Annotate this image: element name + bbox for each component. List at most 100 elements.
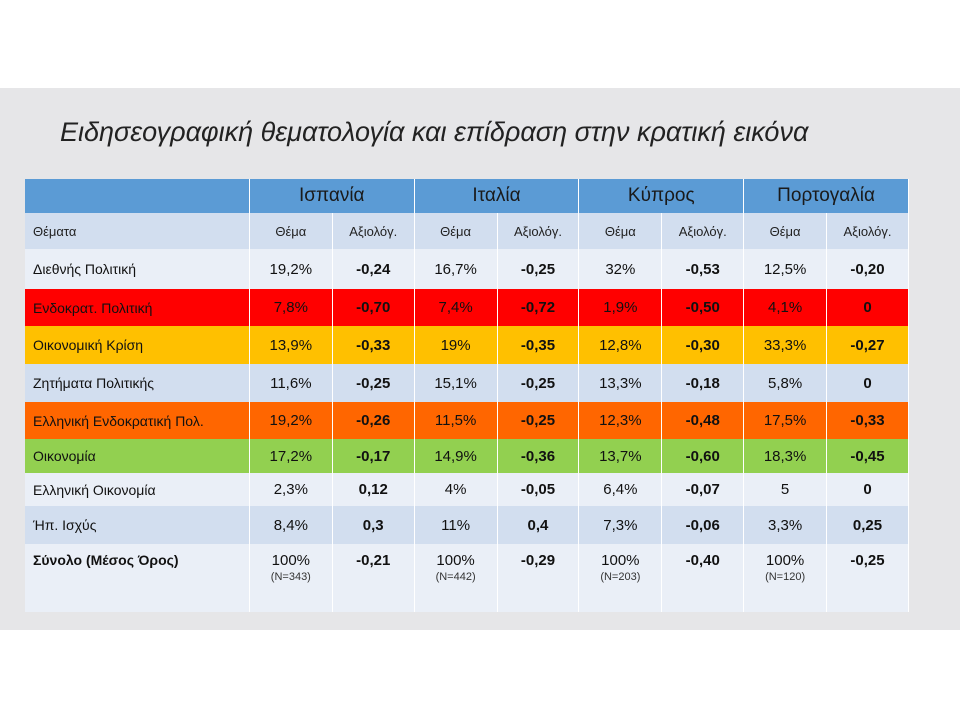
rating-cell: -0,18 — [661, 364, 745, 402]
total-percent: 100% — [271, 552, 311, 569]
subheader-topic: Θέμα — [578, 213, 663, 249]
table-row: Οικονομική Κρίση 13,9% -0,33 19% -0,35 12,8% -… — [25, 326, 909, 364]
topic-share-cell: 1,9% — [578, 289, 663, 326]
rating-cell: -0,53 — [661, 249, 745, 289]
topic-share-cell: 7,8% — [249, 289, 333, 326]
rating-cell: -0,33 — [332, 326, 415, 364]
subheader-rating: Αξιολόγ. — [661, 213, 745, 249]
topic-share-cell: 16,7% — [414, 249, 498, 289]
total-percent: 100% — [436, 552, 475, 569]
topics-header: Θέματα — [25, 213, 250, 249]
rating-cell: -0,33 — [826, 402, 909, 439]
topic-share-cell: 17,5% — [743, 402, 828, 439]
topic-share-cell: 18,3% — [743, 439, 828, 473]
subheader-row: Θέματα Θέμα Αξιολόγ. Θέμα Αξιολόγ. Θέμα … — [25, 213, 909, 249]
total-rating-cell: -0,29 — [497, 544, 580, 612]
rating-cell: -0,50 — [661, 289, 745, 326]
rating-cell: 0,25 — [826, 506, 909, 544]
topic-share-cell: 11,5% — [414, 402, 498, 439]
topic-share-cell: 4% — [414, 473, 498, 506]
table-row: Ενδοκρατ. Πολιτική 7,8% -0,70 7,4% -0,72 1,9%… — [25, 289, 909, 326]
topic-share-cell: 7,3% — [578, 506, 663, 544]
topic-share-cell: 6,4% — [578, 473, 663, 506]
topic-share-cell: 8,4% — [249, 506, 333, 544]
rating-cell: -0,06 — [661, 506, 745, 544]
rating-cell: -0,45 — [826, 439, 909, 473]
rating-cell: 0,3 — [332, 506, 415, 544]
rating-cell: -0,20 — [826, 249, 909, 289]
row-topic-label: Ενδοκρατ. Πολιτική — [25, 289, 250, 326]
row-topic-label: Ζητήματα Πολιτικής — [25, 364, 250, 402]
header-corner — [25, 179, 250, 213]
topic-share-cell: 13,7% — [578, 439, 663, 473]
total-rating-cell: -0,21 — [332, 544, 415, 612]
topic-share-cell: 19,2% — [249, 249, 333, 289]
table-row: Ήπ. Ισχύς 8,4% 0,3 11% 0,4 7,3% -0,06 3,3% 0,25 — [25, 506, 909, 544]
rating-cell: -0,05 — [497, 473, 580, 506]
topic-share-cell: 7,4% — [414, 289, 498, 326]
topic-share-cell: 12,5% — [743, 249, 828, 289]
rating-cell: -0,72 — [497, 289, 580, 326]
rating-cell: -0,30 — [661, 326, 745, 364]
subheader-rating: Αξιολόγ. — [332, 213, 415, 249]
sample-size: (N=442) — [435, 571, 476, 583]
country-header-italy: Ιταλία — [414, 179, 580, 213]
total-share-cell: 100% (N=442) — [414, 544, 498, 612]
total-percent: 100% — [601, 552, 640, 569]
country-header-spain: Ισπανία — [249, 179, 415, 213]
total-rating-cell: -0,40 — [661, 544, 745, 612]
total-share-cell: 100% (N=343) — [249, 544, 333, 612]
slide-title: Ειδησεογραφική θεματολογία και επίδραση … — [60, 117, 809, 147]
country-header-row: Ισπανία Ιταλία Κύπρος Πορτογαλία — [25, 179, 909, 213]
topic-share-cell: 5,8% — [743, 364, 828, 402]
table-row: Ελληνική Ενδοκρατική Πολ. 19,2% -0,26 11,5%… — [25, 402, 909, 439]
rating-cell: -0,26 — [332, 402, 415, 439]
row-topic-label: Οικονομική Κρίση — [25, 326, 250, 364]
topic-share-cell: 32% — [578, 249, 663, 289]
row-topic-label: Ελληνική Ενδοκρατική Πολ. — [25, 402, 250, 439]
subheader-rating: Αξιολόγ. — [826, 213, 909, 249]
rating-cell: 0,12 — [332, 473, 415, 506]
rating-cell: 0,4 — [497, 506, 580, 544]
topic-share-cell: 17,2% — [249, 439, 333, 473]
topic-share-cell: 5 — [743, 473, 828, 506]
topic-share-cell: 19% — [414, 326, 498, 364]
table-row: Οικονομία 17,2% -0,17 14,9% -0,36 13,7% -0,60 1… — [25, 439, 909, 473]
rating-cell: -0,25 — [497, 249, 580, 289]
row-topic-label: Ήπ. Ισχύς — [25, 506, 250, 544]
subheader-topic: Θέμα — [249, 213, 333, 249]
table-row: Ζητήματα Πολιτικής 11,6% -0,25 15,1% -0,25 13… — [25, 364, 909, 402]
topic-share-cell: 33,3% — [743, 326, 828, 364]
total-share-cell: 100% (N=203) — [578, 544, 663, 612]
country-header-portugal: Πορτογαλία — [743, 179, 909, 213]
country-header-cyprus: Κύπρος — [578, 179, 745, 213]
rating-cell: 0 — [826, 473, 909, 506]
total-row: Σύνολο (Μέσος Όρος) 100% (N=343) -0,21 100% (… — [25, 544, 909, 612]
total-label: Σύνολο (Μέσος Όρος) — [25, 544, 250, 612]
rating-cell: -0,17 — [332, 439, 415, 473]
total-rating-cell: -0,25 — [826, 544, 909, 612]
sample-size: (N=343) — [270, 571, 311, 583]
topic-share-cell: 15,1% — [414, 364, 498, 402]
topic-share-cell: 2,3% — [249, 473, 333, 506]
row-topic-label: Ελληνική Οικονομία — [25, 473, 250, 506]
rating-cell: -0,27 — [826, 326, 909, 364]
table-row: Ελληνική Οικονομία 2,3% 0,12 4% -0,05 6,4% -0,… — [25, 473, 909, 506]
subheader-topic: Θέμα — [743, 213, 828, 249]
topic-share-cell: 12,3% — [578, 402, 663, 439]
total-percent: 100% — [765, 552, 805, 569]
rating-cell: -0,25 — [332, 364, 415, 402]
rating-cell: -0,25 — [497, 364, 580, 402]
rating-cell: -0,70 — [332, 289, 415, 326]
subheader-topic: Θέμα — [414, 213, 498, 249]
rating-cell: -0,24 — [332, 249, 415, 289]
topic-share-cell: 19,2% — [249, 402, 333, 439]
total-share-cell: 100% (N=120) — [743, 544, 828, 612]
rating-cell: 0 — [826, 289, 909, 326]
subheader-rating: Αξιολόγ. — [497, 213, 580, 249]
row-topic-label: Οικονομία — [25, 439, 250, 473]
rating-cell: -0,35 — [497, 326, 580, 364]
sample-size: (N=203) — [600, 571, 641, 583]
topic-share-cell: 14,9% — [414, 439, 498, 473]
rating-cell: -0,48 — [661, 402, 745, 439]
